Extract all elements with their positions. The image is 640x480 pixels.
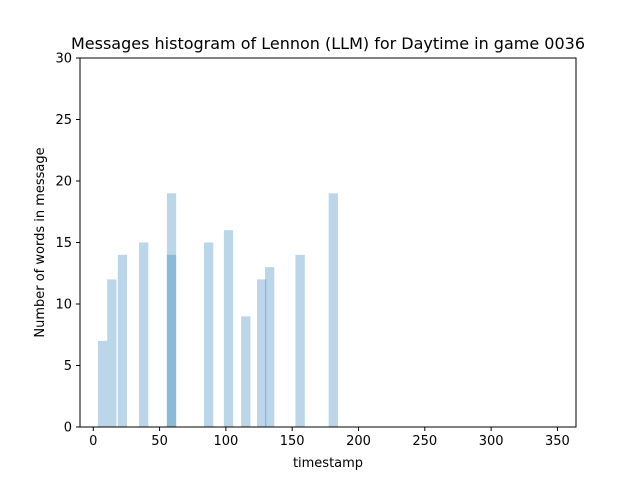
bar-5	[166, 254, 177, 427]
x-tick-label-1: 50	[151, 434, 168, 449]
bar-9	[257, 279, 267, 427]
x-tick-label-0: 0	[89, 434, 97, 449]
bar-8	[241, 316, 251, 427]
bar-7	[223, 230, 234, 427]
x-tick-label-6: 300	[479, 434, 504, 449]
y-tick-label-5: 25	[55, 113, 72, 128]
plot-frame	[79, 57, 577, 428]
y-tick-label-3: 15	[55, 236, 72, 251]
bar-11	[295, 254, 305, 427]
x-axis-label: timestamp	[293, 456, 363, 471]
bar-10	[265, 267, 275, 427]
bars-group	[97, 193, 338, 427]
y-axis-label: Number of words in message	[33, 147, 48, 337]
x-tick-label-5: 250	[412, 434, 437, 449]
y-tick-label-6: 30	[55, 52, 72, 67]
bar-6	[204, 242, 214, 427]
x-tick-label-2: 100	[213, 434, 238, 449]
x-tick-label-3: 150	[280, 434, 305, 449]
x-axis-ticks: 0 50 100 150 200 250 300 350	[89, 427, 570, 449]
bar-12	[328, 193, 338, 427]
y-tick-label-4: 20	[55, 175, 72, 190]
bar-1	[107, 279, 117, 427]
y-axis-ticks: 0 5 10 15 20 25 30	[55, 52, 80, 436]
x-tick-label-7: 350	[545, 434, 570, 449]
bar-3	[139, 242, 149, 427]
x-tick-label-4: 200	[346, 434, 371, 449]
bar-2	[117, 254, 128, 427]
y-tick-label-1: 5	[64, 359, 72, 374]
chart-title: Messages histogram of Lennon (LLM) for D…	[71, 34, 585, 53]
bar-0	[97, 340, 108, 427]
bar-4	[166, 193, 177, 427]
y-tick-label-2: 10	[55, 298, 72, 313]
y-tick-label-0: 0	[64, 421, 72, 436]
